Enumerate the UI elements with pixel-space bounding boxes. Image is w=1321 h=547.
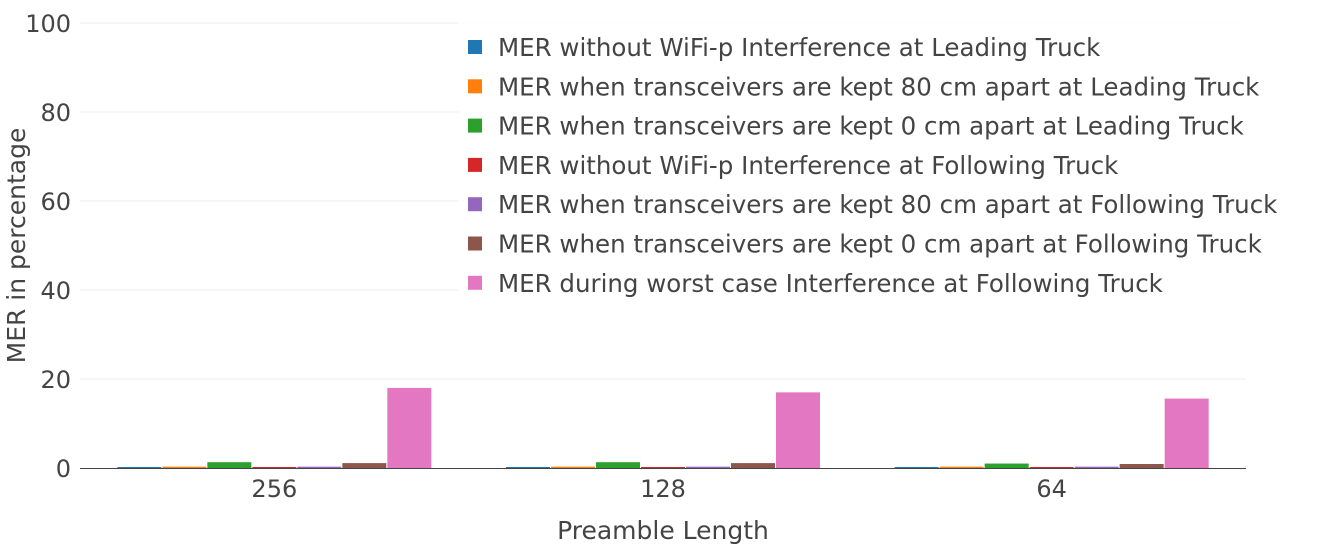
legend-item[interactable]: MER without WiFi-p Interference at Follo…	[468, 151, 1119, 180]
legend-item[interactable]: MER when transceivers are kept 80 cm apa…	[468, 72, 1260, 101]
bar[interactable]	[1164, 398, 1209, 468]
y-tick-labels: 0 20 40 60 80 100	[25, 10, 71, 483]
bar[interactable]	[506, 467, 550, 468]
legend-item[interactable]: MER without WiFi-p Interference at Leadi…	[468, 33, 1101, 62]
bar[interactable]	[297, 466, 342, 468]
bar[interactable]	[776, 392, 820, 468]
legend-label: MER when transceivers are kept 0 cm apar…	[498, 112, 1245, 141]
bar[interactable]	[551, 466, 595, 468]
legend-label: MER when transceivers are kept 0 cm apar…	[498, 230, 1263, 259]
y-tick-label: 0	[56, 455, 71, 483]
legend-swatch	[468, 157, 482, 172]
x-tick-label: 64	[1036, 475, 1067, 503]
x-tick-label: 256	[251, 475, 297, 503]
y-tick-label: 100	[25, 10, 71, 38]
x-axis-title: Preamble Length	[557, 516, 769, 545]
bar[interactable]	[641, 467, 685, 468]
legend-item[interactable]: MER during worst case Interference at Fo…	[468, 269, 1164, 298]
y-tick-label: 20	[40, 366, 71, 394]
bar[interactable]	[731, 463, 775, 468]
legend-swatch	[468, 197, 482, 212]
bar[interactable]	[686, 466, 730, 468]
legend-item[interactable]: MER when transceivers are kept 80 cm apa…	[468, 190, 1278, 219]
legend-swatch	[468, 40, 482, 54]
bar[interactable]	[1119, 463, 1164, 468]
y-tick-label: 80	[40, 99, 71, 127]
bar[interactable]	[1074, 466, 1119, 468]
legend[interactable]: MER without WiFi-p Interference at Leadi…	[458, 22, 1320, 306]
legend-label: MER without WiFi-p Interference at Leadi…	[498, 33, 1101, 62]
bar[interactable]	[1029, 467, 1074, 468]
bar[interactable]	[117, 467, 162, 468]
x-tick-labels: 256 128 64	[251, 475, 1067, 503]
y-axis-title: MER in percentage	[2, 128, 31, 364]
bar[interactable]	[252, 467, 297, 468]
legend-label: MER when transceivers are kept 80 cm apa…	[498, 190, 1278, 219]
y-tick-label: 40	[40, 277, 71, 305]
legend-background	[458, 22, 1320, 306]
bar[interactable]	[342, 463, 387, 468]
bar[interactable]	[984, 463, 1029, 468]
bar[interactable]	[894, 467, 939, 468]
legend-item[interactable]: MER when transceivers are kept 0 cm apar…	[468, 112, 1245, 141]
bars	[117, 387, 1209, 468]
bar[interactable]	[387, 387, 432, 468]
bar[interactable]	[207, 462, 252, 468]
bar[interactable]	[162, 466, 207, 468]
legend-swatch	[468, 275, 482, 290]
legend-label: MER without WiFi-p Interference at Follo…	[498, 151, 1119, 180]
legend-label: MER when transceivers are kept 80 cm apa…	[498, 72, 1260, 101]
y-tick-label: 60	[40, 188, 71, 216]
x-tick-label: 128	[640, 475, 686, 503]
legend-label: MER during worst case Interference at Fo…	[498, 269, 1164, 298]
legend-swatch	[468, 79, 482, 94]
bar[interactable]	[939, 466, 984, 468]
legend-item[interactable]: MER when transceivers are kept 0 cm apar…	[468, 230, 1263, 259]
legend-swatch	[468, 118, 482, 133]
legend-swatch	[468, 236, 482, 251]
bar[interactable]	[596, 462, 640, 468]
